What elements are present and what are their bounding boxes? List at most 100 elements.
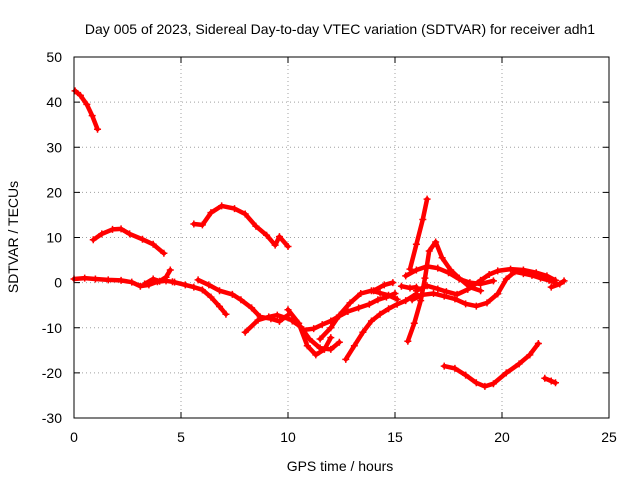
data-point-marker	[198, 221, 206, 229]
data-series-arc-4	[141, 266, 174, 288]
x-tick-label: 25	[601, 429, 617, 445]
data-point-marker	[410, 319, 418, 327]
grid-lines	[74, 57, 609, 418]
data-point-marker	[218, 202, 226, 210]
data-point-marker	[149, 240, 157, 248]
data-point-marker	[141, 280, 149, 288]
data-point-marker	[423, 282, 431, 290]
data-point-marker	[168, 278, 176, 286]
data-point-marker	[370, 287, 378, 295]
data-point-marker	[254, 316, 262, 324]
data-series-arc-13	[342, 290, 420, 363]
data-point-marker	[380, 281, 388, 289]
data-series-arc-6	[168, 278, 230, 318]
plot-area	[70, 87, 568, 390]
y-tick-label: -20	[42, 365, 62, 381]
data-point-marker	[316, 335, 324, 343]
x-tick-label: 15	[387, 429, 403, 445]
data-point-marker	[391, 289, 399, 297]
data-point-marker	[389, 279, 397, 287]
data-point-marker	[335, 338, 343, 346]
data-point-marker	[231, 205, 238, 213]
data-point-marker	[434, 285, 442, 293]
data-point-marker	[374, 296, 382, 304]
data-point-marker	[541, 374, 549, 382]
data-point-marker	[543, 272, 551, 280]
data-point-marker	[445, 269, 452, 277]
data-series-arc-21	[440, 340, 542, 390]
data-series-arc-17	[406, 195, 431, 273]
data-point-marker	[547, 377, 555, 385]
data-point-marker	[117, 276, 125, 284]
data-point-marker	[404, 337, 412, 345]
data-point-marker	[181, 281, 189, 289]
data-point-marker	[412, 240, 420, 248]
data-point-marker	[344, 308, 352, 316]
data-point-marker	[423, 262, 431, 270]
data-point-marker	[483, 299, 491, 307]
y-tick-label: 20	[46, 184, 62, 200]
series-trace	[409, 269, 558, 309]
x-tick-label: 0	[70, 429, 78, 445]
data-point-marker	[312, 351, 320, 359]
data-point-marker	[252, 222, 260, 230]
data-point-marker	[440, 292, 448, 300]
data-point-marker	[438, 254, 446, 262]
series-trace	[285, 307, 334, 358]
data-point-marker	[455, 275, 463, 283]
data-point-marker	[357, 289, 365, 297]
data-point-marker	[489, 380, 497, 388]
data-point-marker	[81, 274, 89, 282]
data-point-marker	[502, 369, 510, 377]
data-point-marker	[327, 324, 335, 332]
data-point-marker	[412, 266, 420, 274]
data-point-marker	[216, 287, 224, 295]
data-point-marker	[507, 265, 515, 273]
data-point-marker	[275, 317, 283, 325]
data-point-marker	[83, 100, 91, 108]
data-point-marker	[376, 310, 384, 318]
data-point-marker	[502, 275, 510, 283]
data-point-marker	[273, 311, 281, 319]
data-point-marker	[432, 238, 440, 246]
plot-frame	[73, 56, 610, 419]
series-trace	[170, 279, 229, 317]
data-point-marker	[91, 275, 99, 283]
data-series-arc-12	[316, 287, 401, 343]
data-point-marker	[477, 287, 485, 295]
data-point-marker	[299, 326, 307, 334]
data-point-marker	[136, 282, 144, 290]
data-point-marker	[552, 379, 559, 387]
series-trace	[407, 196, 430, 272]
x-axis-label: GPS time / hours	[287, 458, 394, 474]
data-point-marker	[88, 112, 96, 120]
data-point-marker	[190, 283, 198, 291]
data-point-marker	[453, 290, 461, 298]
data-point-marker	[117, 225, 125, 233]
data-point-marker	[408, 296, 416, 304]
data-point-marker	[128, 278, 136, 286]
data-point-marker	[310, 325, 318, 333]
data-point-marker	[109, 225, 117, 233]
data-point-marker	[402, 272, 410, 280]
data-point-marker	[98, 230, 106, 238]
data-point-marker	[385, 305, 393, 313]
data-point-marker	[534, 340, 542, 348]
series-trace	[371, 280, 396, 293]
data-point-marker	[198, 286, 206, 294]
data-point-marker	[76, 91, 84, 99]
axis-ticks: 0 5 10 15 20 25 -30 -20 -10 0 10 20 30 40 50	[42, 49, 617, 445]
data-point-marker	[342, 355, 350, 363]
data-point-marker	[359, 328, 367, 336]
data-point-marker	[472, 379, 480, 387]
data-series-arc-5	[190, 202, 292, 251]
data-point-marker	[248, 304, 256, 312]
data-point-marker	[265, 313, 273, 321]
y-tick-label: 40	[46, 94, 62, 110]
data-point-marker	[489, 277, 497, 285]
data-point-marker	[190, 220, 198, 228]
data-point-marker	[284, 306, 292, 314]
data-point-marker	[156, 277, 164, 285]
series-trace	[72, 88, 100, 132]
data-point-marker	[207, 293, 215, 301]
